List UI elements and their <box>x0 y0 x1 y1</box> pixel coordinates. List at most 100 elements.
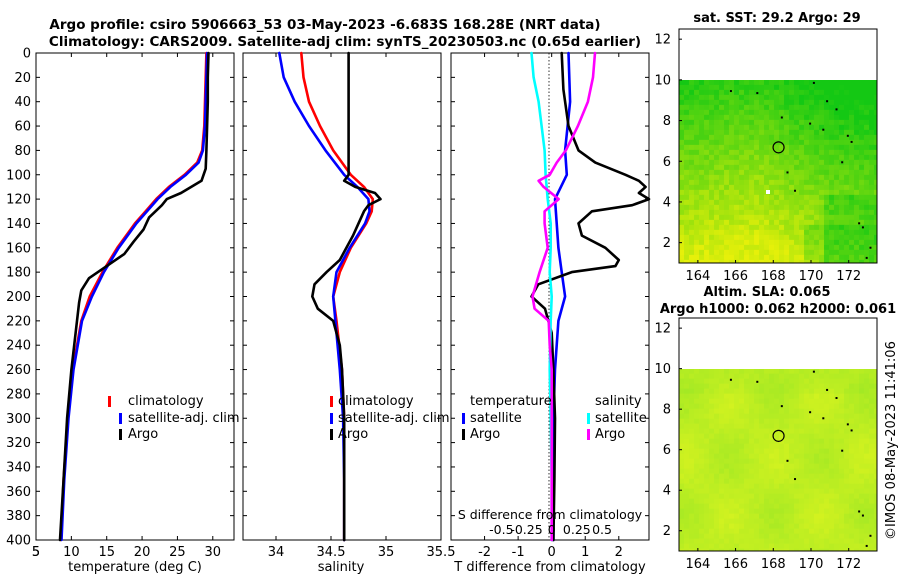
map-cell <box>854 159 860 166</box>
map-cell <box>814 94 820 101</box>
map-cell <box>709 493 715 500</box>
map-cell <box>754 413 760 420</box>
map-cell <box>799 448 805 455</box>
map-cell <box>729 214 735 221</box>
map-cell <box>849 538 855 545</box>
map-cell <box>714 164 720 171</box>
map-cell <box>869 174 875 181</box>
map-cell <box>824 438 830 445</box>
map-cell <box>709 119 715 126</box>
x-tick-label: 10 <box>63 545 80 560</box>
map-cell <box>729 493 735 500</box>
map-cell <box>864 408 870 415</box>
map-cell <box>839 124 845 131</box>
map-cell <box>744 513 750 520</box>
map-cell <box>699 493 705 500</box>
map-y-tick-label: 10 <box>654 73 671 88</box>
map-cell <box>834 498 840 505</box>
map-cell <box>689 438 695 445</box>
map-cell <box>724 393 730 400</box>
map-cell <box>814 383 820 390</box>
map-cell <box>869 99 875 106</box>
map-cell <box>769 219 775 226</box>
map-cell <box>814 493 820 500</box>
map-cell <box>774 428 780 435</box>
map-cell <box>724 473 730 480</box>
map-cell <box>729 373 735 380</box>
map-cell <box>754 478 760 485</box>
map-cell <box>874 448 877 455</box>
map-cell <box>809 508 815 515</box>
map-cell <box>819 513 825 520</box>
map-cell <box>839 403 845 410</box>
map-cell <box>704 548 710 551</box>
map-cell <box>714 214 720 221</box>
map-cell <box>764 498 770 505</box>
map-cell <box>764 413 770 420</box>
map-cell <box>804 204 810 211</box>
map-cell <box>684 204 690 211</box>
map-cell <box>684 244 690 251</box>
map-cell <box>689 244 695 251</box>
map-cell <box>839 378 845 385</box>
map-cell <box>734 483 740 490</box>
map-cell <box>814 458 820 465</box>
map-cell <box>754 438 760 445</box>
map-cell <box>814 378 820 385</box>
map-cell <box>684 478 690 485</box>
map-cell <box>699 194 705 201</box>
map-cell <box>714 468 720 475</box>
map-cell <box>869 159 875 166</box>
map-cell <box>719 473 725 480</box>
map-cell <box>819 139 825 146</box>
map-cell <box>839 478 845 485</box>
map-cell <box>769 229 775 236</box>
map-cell <box>764 149 770 156</box>
y-tick-label: 220 <box>6 314 31 329</box>
y-tick-label: 380 <box>6 509 31 524</box>
map-cell <box>834 114 840 121</box>
map-cell <box>759 533 765 540</box>
map-cell <box>689 164 695 171</box>
map-cell <box>869 219 875 226</box>
map-cell <box>854 80 860 86</box>
map-cell <box>729 528 735 535</box>
map-cell <box>739 259 745 263</box>
map-cell <box>799 423 805 430</box>
map-cell <box>744 219 750 226</box>
map-cell <box>824 209 830 216</box>
map-cell <box>824 179 830 186</box>
map-cell <box>709 523 715 530</box>
map-cell <box>709 124 715 131</box>
map-cell <box>839 388 845 395</box>
map-y-tick-label: 2 <box>663 236 671 251</box>
map-cell <box>814 398 820 405</box>
map-cell <box>774 513 780 520</box>
map-cell <box>849 398 855 405</box>
map-cell <box>779 169 785 176</box>
map-cell <box>719 259 725 263</box>
map-cell <box>684 503 690 510</box>
map-cell <box>849 164 855 171</box>
map-cell <box>709 543 715 550</box>
map-cell <box>774 443 780 450</box>
map-cell <box>679 453 685 460</box>
map-cell <box>734 528 740 535</box>
map-cell <box>849 433 855 440</box>
map-cell <box>819 224 825 231</box>
x-tick-label: 2 <box>615 545 623 560</box>
map-cell <box>829 369 835 375</box>
map-cell <box>784 84 790 91</box>
map-cell <box>699 503 705 510</box>
map-cell <box>734 468 740 475</box>
map-cell <box>799 159 805 166</box>
map-cell <box>874 398 877 405</box>
map-cell <box>864 373 870 380</box>
map-cell <box>739 423 745 430</box>
map-cell <box>774 174 780 181</box>
map-cell <box>844 219 850 226</box>
legend-label-satellite: satellite-adj. clim <box>338 411 450 426</box>
x-tick-label: 30 <box>205 545 222 560</box>
map-cell <box>689 398 695 405</box>
map-cell <box>789 89 795 96</box>
